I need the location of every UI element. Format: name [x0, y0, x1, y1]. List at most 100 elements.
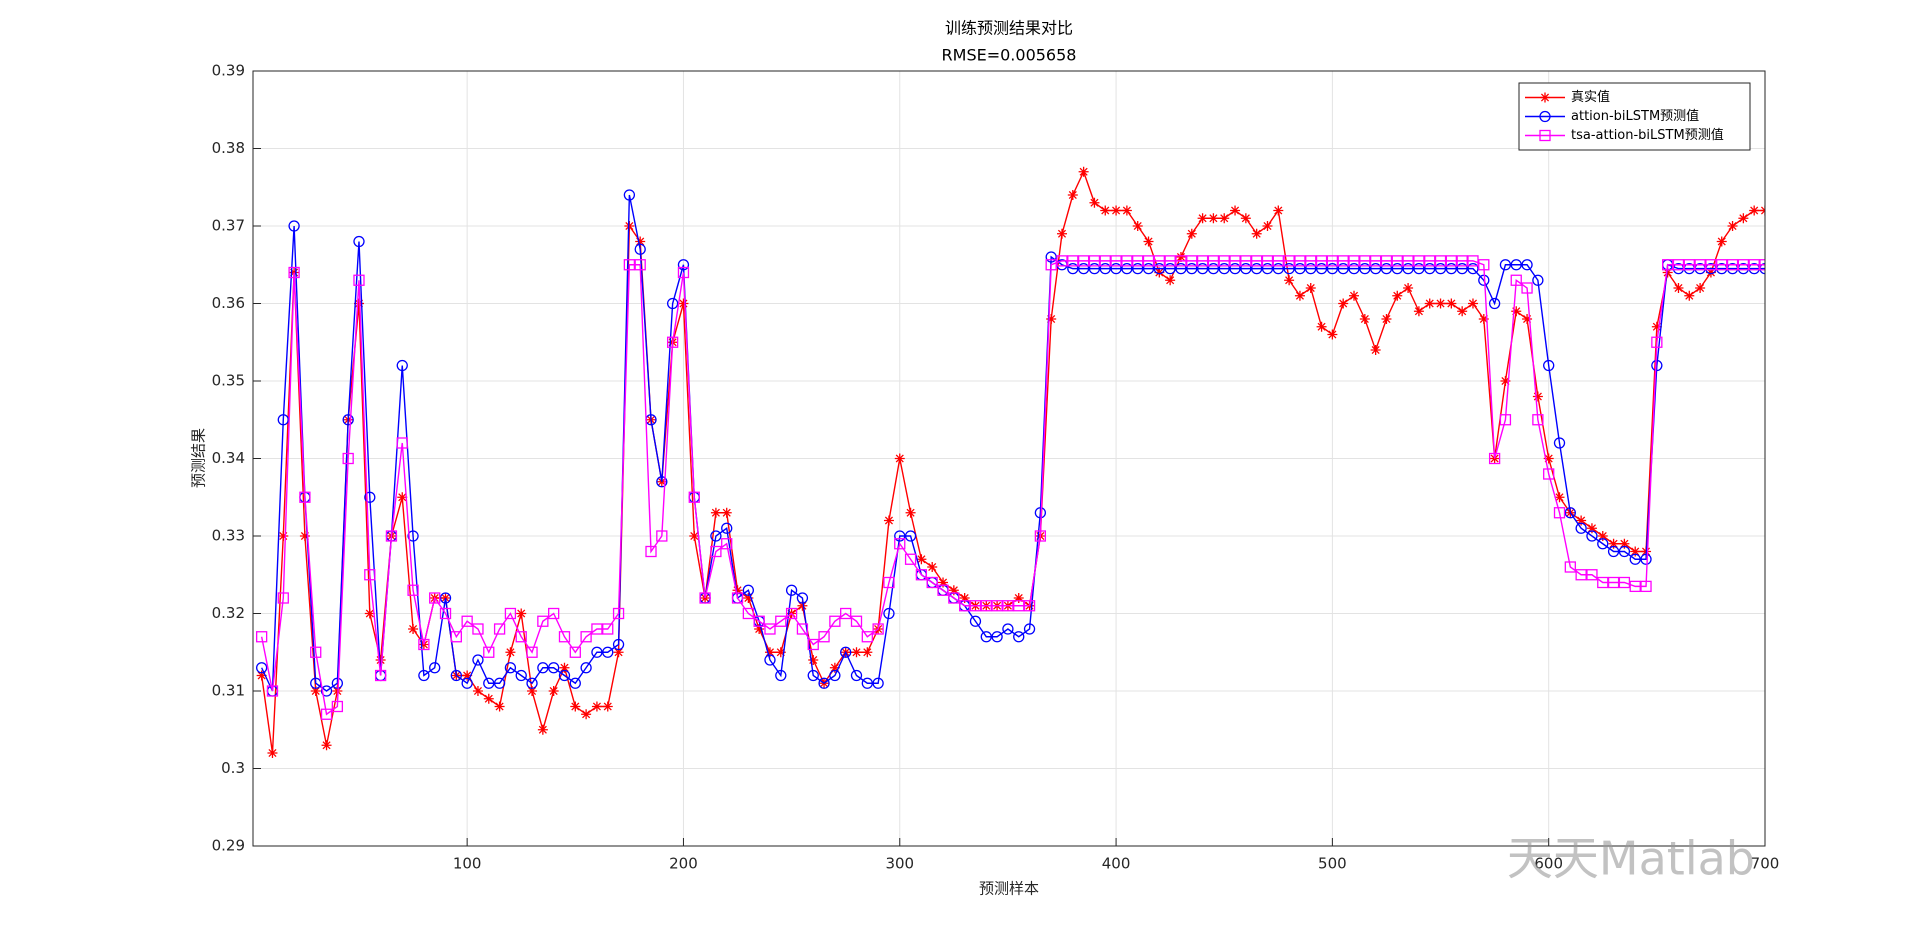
marker-asterisk [1597, 531, 1608, 541]
marker-square [504, 607, 517, 620]
marker-square [1413, 255, 1425, 267]
series-layer [256, 166, 1765, 758]
marker-square [1153, 255, 1165, 267]
marker-square [1618, 576, 1631, 589]
marker-circle [1391, 262, 1403, 275]
marker-asterisk [1370, 345, 1381, 355]
marker-circle [1207, 262, 1220, 275]
marker-circle [548, 662, 560, 674]
marker-asterisk [1111, 205, 1122, 216]
marker-asterisk [505, 647, 516, 658]
marker-circle [504, 662, 517, 674]
marker-asterisk [1046, 314, 1057, 324]
marker-circle [1456, 262, 1468, 275]
marker-circle [439, 592, 452, 604]
marker-circle [1067, 262, 1079, 275]
marker-square [602, 623, 614, 635]
marker-square [969, 600, 982, 612]
marker-circle [904, 530, 917, 542]
marker-circle [1088, 262, 1101, 275]
y-tick-label: 0.31 [212, 682, 245, 700]
marker-circle [1164, 262, 1176, 275]
marker-square [1088, 255, 1101, 267]
marker-asterisk [624, 221, 635, 231]
marker-circle [1434, 262, 1447, 275]
marker-asterisk [1294, 290, 1305, 301]
marker-asterisk [472, 686, 483, 696]
marker-circle [1575, 522, 1587, 534]
marker-asterisk [1208, 213, 1219, 224]
marker-circle [1272, 262, 1284, 275]
marker-asterisk [483, 693, 494, 704]
marker-circle [1488, 297, 1501, 310]
marker-circle [612, 638, 625, 651]
marker-asterisk [1586, 523, 1597, 534]
legend-label: 真实值 [1571, 89, 1610, 105]
marker-asterisk [1197, 213, 1208, 224]
marker-asterisk [894, 453, 905, 464]
marker-square [1218, 255, 1230, 267]
marker-circle [526, 677, 538, 689]
marker-square [840, 607, 852, 620]
x-tick-label: 600 [1534, 855, 1563, 873]
marker-circle [1359, 262, 1371, 275]
marker-circle [677, 259, 690, 271]
marker-circle [1532, 274, 1544, 286]
marker-square [374, 669, 387, 682]
marker-asterisk [1316, 321, 1327, 332]
marker-circle [537, 662, 549, 674]
marker-square [493, 623, 506, 635]
legend: 真实值 attion-biLSTM预测值 tsa-attion-biLSTM预测值 [1518, 82, 1751, 151]
marker-square [677, 266, 690, 279]
marker-asterisk [1219, 213, 1230, 224]
marker-circle [1045, 251, 1057, 263]
marker-square [1251, 255, 1263, 267]
marker-square [904, 553, 917, 565]
marker-square [1434, 255, 1447, 267]
marker-square [1315, 255, 1328, 267]
marker-asterisk [1673, 283, 1684, 293]
marker-circle [407, 530, 419, 542]
marker-asterisk [1446, 298, 1457, 309]
marker-square [883, 576, 895, 589]
marker-asterisk [829, 662, 840, 673]
marker-asterisk [1522, 314, 1533, 324]
marker-square [429, 592, 441, 604]
marker-asterisk [764, 647, 775, 658]
marker-square [1543, 468, 1555, 480]
marker-asterisk [408, 624, 419, 634]
marker-circle [764, 654, 776, 666]
marker-square [1261, 255, 1274, 267]
marker-square [818, 631, 830, 643]
marker-square [1186, 255, 1198, 267]
marker-circle [785, 584, 798, 596]
marker-asterisk [938, 577, 949, 588]
marker-square [612, 607, 625, 620]
marker-square [1564, 561, 1576, 573]
marker-square [1402, 255, 1414, 267]
marker-circle [1499, 259, 1512, 271]
marker-asterisk [267, 748, 278, 758]
marker-asterisk [1403, 283, 1414, 293]
marker-square [1099, 255, 1111, 267]
marker-circle [591, 646, 603, 658]
marker-square [775, 615, 787, 627]
marker-square [1132, 255, 1144, 267]
marker-asterisk [1630, 546, 1641, 557]
marker-circle [288, 220, 300, 232]
marker-asterisk [1057, 228, 1067, 239]
marker-asterisk [364, 608, 375, 619]
marker-asterisk [1651, 321, 1662, 332]
marker-square [256, 631, 268, 643]
marker-square [1694, 259, 1706, 271]
marker-circle [710, 530, 722, 542]
marker-square [796, 623, 809, 635]
marker-circle [1175, 262, 1187, 275]
marker-square [785, 607, 798, 620]
marker-square [331, 700, 344, 713]
marker-circle [1380, 262, 1393, 275]
marker-square [1305, 255, 1317, 267]
marker-asterisk [959, 593, 970, 603]
marker-asterisk [710, 507, 721, 518]
marker-square [753, 615, 765, 627]
